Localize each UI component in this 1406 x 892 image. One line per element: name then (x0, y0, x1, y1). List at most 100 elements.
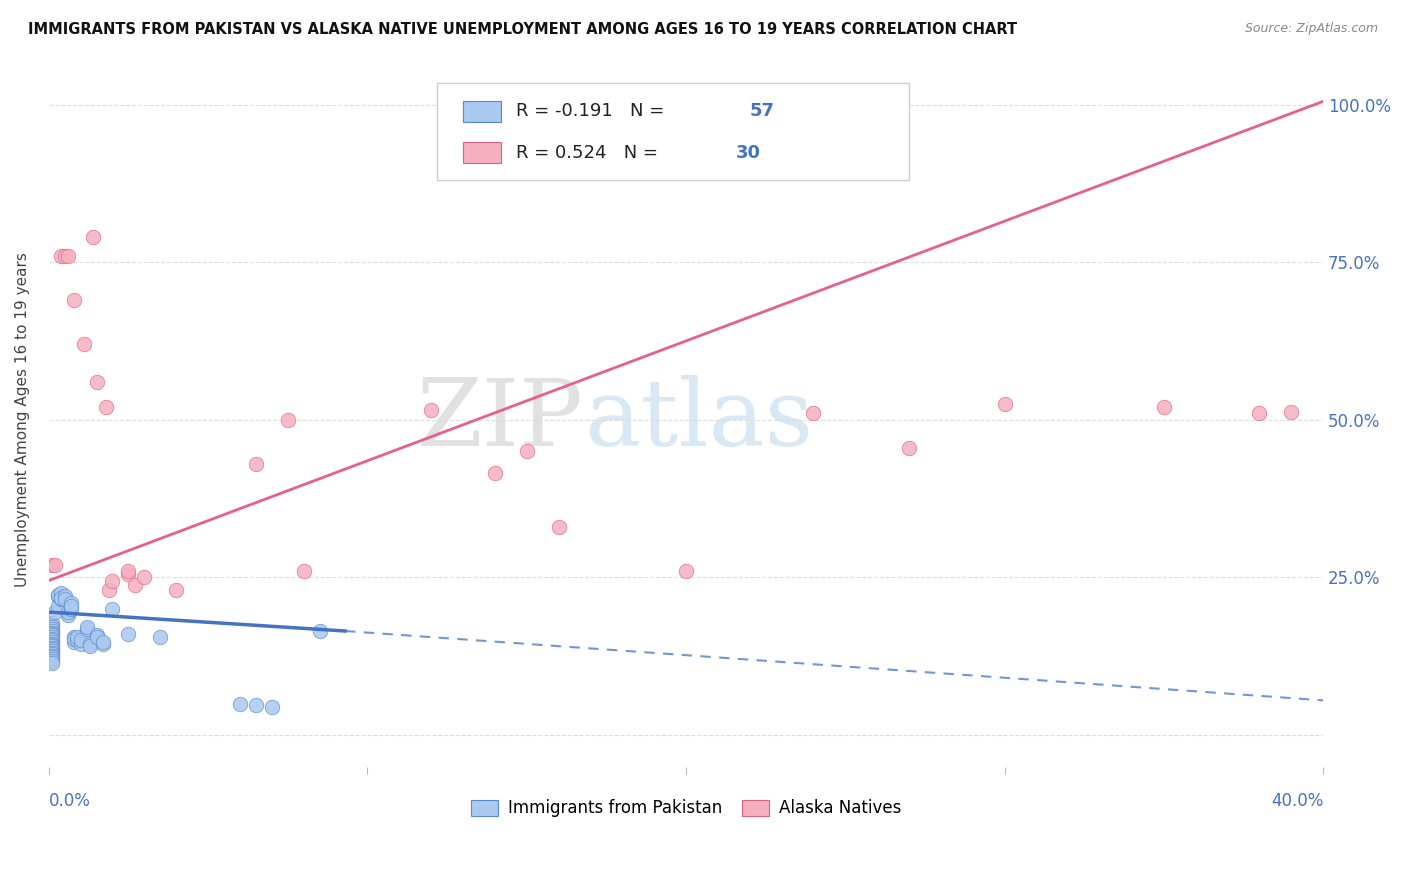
Point (63, 632, 86, 647)
Point (308, 624, 330, 638)
Point (41, 633, 63, 648)
Point (76, 622, 98, 636)
Point (82, 230, 104, 244)
Point (41, 637, 63, 651)
Point (1279, 405, 1302, 419)
Point (124, 578, 146, 592)
Point (53, 592, 76, 607)
Point (41, 620, 63, 634)
Legend: Immigrants from Pakistan, Alaska Natives: Immigrants from Pakistan, Alaska Natives (464, 793, 908, 824)
Point (117, 567, 139, 582)
Point (41, 644, 63, 658)
Point (41, 634, 63, 648)
Point (60, 599, 83, 613)
Text: 0.0%: 0.0% (49, 792, 90, 810)
Point (117, 627, 139, 641)
Point (76, 619, 98, 633)
FancyBboxPatch shape (463, 101, 501, 121)
Point (51, 592, 73, 607)
Point (1153, 400, 1175, 414)
Point (69, 633, 91, 648)
Point (420, 403, 443, 417)
Point (94, 400, 117, 414)
Point (44, 605, 66, 619)
Point (79, 637, 101, 651)
Point (897, 441, 920, 455)
Point (41, 654, 63, 668)
Point (69, 637, 91, 651)
Point (292, 564, 315, 578)
Point (134, 570, 156, 584)
Point (51, 249, 73, 263)
Point (79, 639, 101, 653)
Text: R = -0.191   N =: R = -0.191 N = (516, 102, 671, 120)
Point (46, 588, 69, 602)
Point (86, 375, 108, 389)
Point (41, 642, 63, 657)
Text: ZIP: ZIP (418, 375, 583, 465)
FancyBboxPatch shape (463, 143, 501, 163)
Point (277, 413, 299, 427)
Point (53, 590, 76, 604)
Point (1249, 407, 1271, 421)
Point (229, 697, 252, 711)
Point (41, 640, 63, 655)
Point (44, 558, 66, 572)
Point (101, 574, 124, 588)
Point (41, 638, 63, 652)
Point (63, 630, 86, 644)
Point (484, 467, 506, 481)
Point (41, 615, 63, 630)
Point (51, 591, 73, 605)
Point (60, 596, 83, 610)
Point (46, 599, 69, 613)
Text: atlas: atlas (583, 375, 813, 465)
Point (41, 656, 63, 670)
FancyBboxPatch shape (437, 83, 908, 180)
Point (165, 582, 187, 597)
Point (41, 626, 63, 640)
Point (41, 622, 63, 636)
Point (547, 520, 569, 534)
Point (86, 630, 108, 644)
Point (993, 397, 1015, 411)
Point (56, 605, 79, 619)
Point (41, 648, 63, 663)
Point (56, 608, 79, 623)
Point (803, 407, 825, 421)
Text: IMMIGRANTS FROM PAKISTAN VS ALASKA NATIVE UNEMPLOYMENT AMONG AGES 16 TO 19 YEARS: IMMIGRANTS FROM PAKISTAN VS ALASKA NATIV… (28, 22, 1018, 37)
Point (41, 650, 63, 665)
Text: Source: ZipAtlas.com: Source: ZipAtlas.com (1244, 22, 1378, 36)
Point (91, 634, 114, 648)
Point (41, 648, 63, 662)
Point (516, 444, 538, 458)
Point (41, 628, 63, 642)
Point (66, 633, 89, 648)
Y-axis label: Unemployment Among Ages 16 to 19 years: Unemployment Among Ages 16 to 19 years (15, 252, 30, 587)
Point (63, 293, 86, 307)
Point (98, 582, 121, 597)
Text: 40.0%: 40.0% (1271, 792, 1323, 810)
Text: R = 0.524   N =: R = 0.524 N = (516, 144, 664, 161)
Point (117, 564, 139, 578)
Point (41, 627, 63, 641)
Point (60, 602, 83, 616)
Point (73, 337, 96, 351)
Point (56, 249, 79, 263)
Point (260, 699, 283, 714)
Point (91, 637, 114, 651)
Point (245, 698, 267, 712)
Point (675, 564, 697, 578)
Point (41, 632, 63, 647)
Point (41, 558, 63, 572)
Point (46, 590, 69, 604)
Point (101, 602, 124, 616)
Point (41, 617, 63, 632)
Point (41, 652, 63, 666)
Point (51, 586, 73, 600)
Text: 57: 57 (749, 102, 775, 120)
Point (66, 630, 89, 644)
Point (53, 249, 76, 263)
Text: 30: 30 (735, 144, 761, 161)
Point (63, 634, 86, 648)
